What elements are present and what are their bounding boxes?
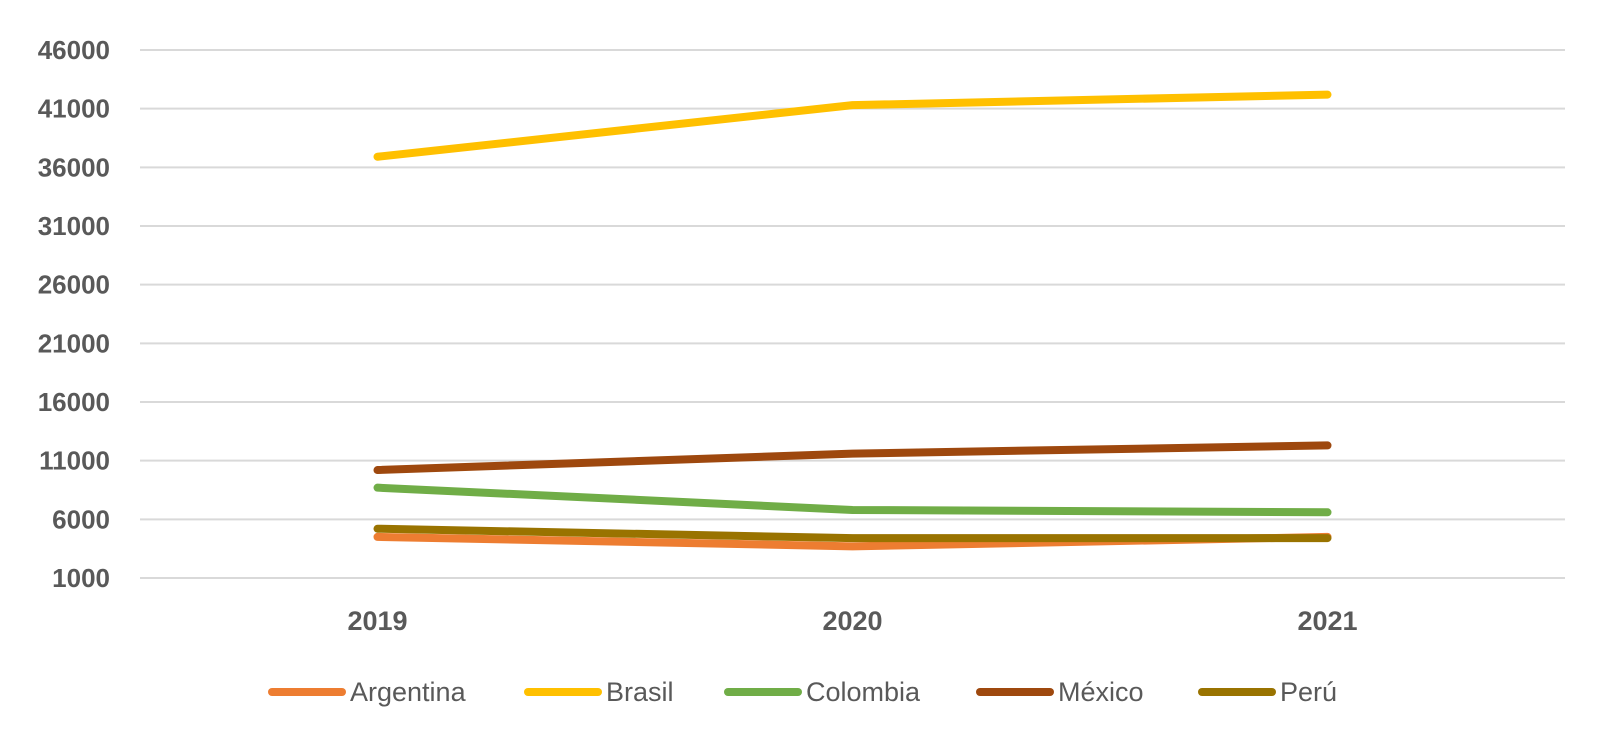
x-tick-label: 2020 bbox=[822, 606, 882, 636]
y-tick-label: 6000 bbox=[52, 504, 110, 534]
y-tick-label: 16000 bbox=[38, 387, 110, 417]
legend-label-mexico: México bbox=[1058, 677, 1144, 707]
y-axis-tick-labels: 46000 41000 36000 31000 26000 21000 16000 11000… bbox=[38, 35, 110, 593]
legend-label-colombia: Colombia bbox=[806, 677, 921, 707]
y-tick-label: 41000 bbox=[38, 94, 110, 124]
y-tick-label: 11000 bbox=[39, 446, 110, 476]
grid-lines bbox=[140, 49, 1565, 579]
series-lines bbox=[373, 90, 1332, 551]
y-tick-label: 21000 bbox=[38, 328, 110, 358]
y-tick-label: 1000 bbox=[52, 563, 110, 593]
x-axis-tick-labels: 2019 2020 2021 bbox=[347, 606, 1357, 636]
legend-label-argentina: Argentina bbox=[350, 677, 467, 707]
series-line-peru bbox=[373, 524, 1332, 543]
y-tick-label: 31000 bbox=[38, 211, 110, 241]
x-tick-label: 2021 bbox=[1297, 606, 1357, 636]
legend-label-peru: Perú bbox=[1280, 677, 1337, 707]
y-tick-label: 36000 bbox=[38, 152, 110, 182]
y-tick-label: 46000 bbox=[38, 35, 110, 65]
series-line-mexico bbox=[373, 441, 1332, 475]
y-tick-label: 26000 bbox=[38, 270, 110, 300]
series-line-brasil bbox=[373, 90, 1332, 161]
legend: Argentina Brasil Colombia México Perú bbox=[268, 677, 1337, 707]
legend-label-brasil: Brasil bbox=[606, 677, 674, 707]
x-tick-label: 2019 bbox=[347, 606, 407, 636]
series-line-colombia bbox=[373, 483, 1332, 517]
